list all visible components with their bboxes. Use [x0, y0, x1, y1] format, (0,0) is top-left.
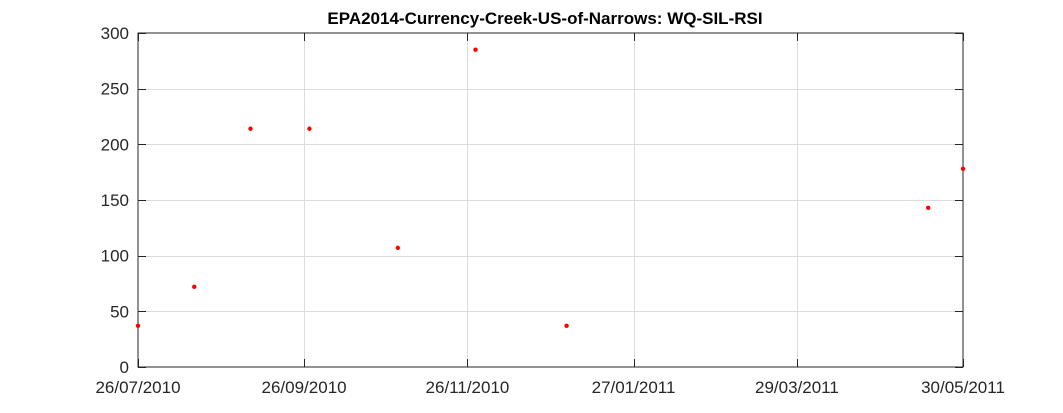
x-tick-label: 29/03/2011 [755, 378, 839, 397]
x-tick-label: 26/09/2010 [262, 378, 347, 397]
y-axis-tick-labels: 0 50 100 150 200 250 300 [101, 24, 129, 377]
data-point [564, 323, 569, 329]
data-point [192, 284, 197, 290]
y-tick-label: 200 [101, 135, 129, 154]
data-point [473, 47, 478, 52]
chart-title: EPA2014-Currency-Creek-US-of-Narrows: WQ… [327, 9, 762, 28]
x-tick-label: 27/01/2011 [592, 378, 676, 397]
data-point [307, 126, 312, 131]
data-point [248, 126, 253, 131]
data-points [135, 47, 966, 329]
y-tick-label: 250 [101, 80, 129, 99]
data-point [960, 166, 966, 172]
x-axis-tick-labels: 26/07/2010 26/09/2010 26/11/2010 27/01/2011… [95, 378, 1004, 397]
data-point [395, 245, 401, 251]
data-point [135, 323, 141, 329]
axis-ticks [138, 33, 964, 368]
data-point [925, 205, 931, 210]
x-tick-label: 26/07/2010 [95, 378, 180, 397]
y-tick-label: 300 [101, 24, 129, 43]
y-tick-label: 100 [101, 247, 129, 266]
y-tick-label: 0 [120, 358, 129, 377]
y-tick-label: 50 [110, 302, 129, 321]
x-tick-label: 26/11/2010 [426, 378, 510, 397]
y-tick-label: 150 [101, 191, 129, 210]
grid-lines [138, 33, 963, 367]
x-tick-label: 30/05/2011 [921, 378, 1005, 397]
